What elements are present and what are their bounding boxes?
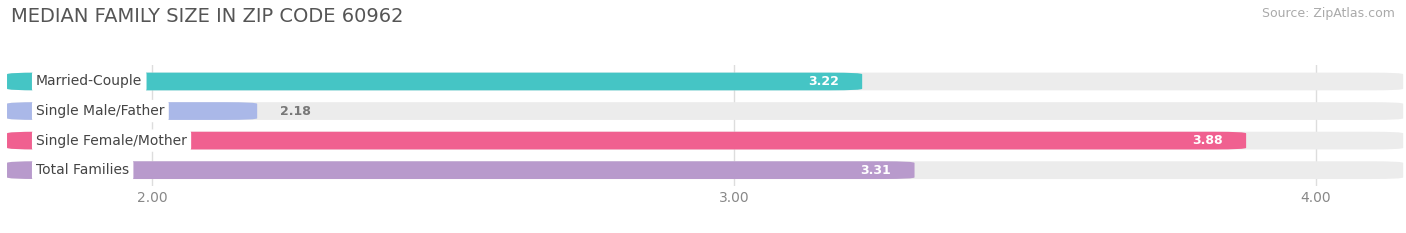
Text: Source: ZipAtlas.com: Source: ZipAtlas.com: [1261, 7, 1395, 20]
Text: Married-Couple: Married-Couple: [37, 75, 142, 89]
Text: Total Families: Total Families: [37, 163, 129, 177]
Text: 2.18: 2.18: [280, 105, 311, 117]
FancyBboxPatch shape: [7, 73, 1403, 90]
FancyBboxPatch shape: [7, 161, 914, 179]
Text: 3.31: 3.31: [860, 164, 891, 177]
Text: 3.22: 3.22: [808, 75, 839, 88]
FancyBboxPatch shape: [7, 73, 862, 90]
FancyBboxPatch shape: [7, 132, 1246, 149]
FancyBboxPatch shape: [7, 132, 1403, 149]
FancyBboxPatch shape: [7, 161, 1403, 179]
FancyBboxPatch shape: [7, 102, 257, 120]
Text: Single Male/Father: Single Male/Father: [37, 104, 165, 118]
FancyBboxPatch shape: [7, 102, 1403, 120]
Text: 3.88: 3.88: [1192, 134, 1223, 147]
Text: Single Female/Mother: Single Female/Mother: [37, 134, 187, 147]
Text: MEDIAN FAMILY SIZE IN ZIP CODE 60962: MEDIAN FAMILY SIZE IN ZIP CODE 60962: [11, 7, 404, 26]
